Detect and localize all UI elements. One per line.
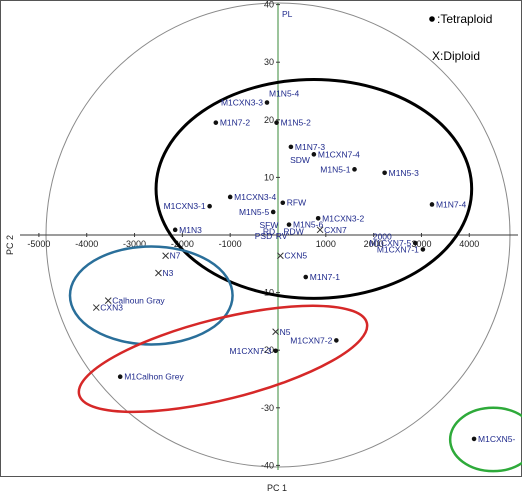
point-label: M1CXN3-4 bbox=[234, 192, 276, 202]
tetraploid-point bbox=[274, 120, 279, 125]
x-tick-label: 4000 bbox=[459, 239, 479, 249]
point-label: M1N7-4 bbox=[436, 199, 467, 209]
m1cxn5-cluster-ellipse bbox=[448, 406, 522, 473]
tetraploid-point bbox=[117, 374, 123, 379]
point-label: RV bbox=[276, 231, 288, 241]
tetraploid-point bbox=[303, 274, 309, 280]
point-label: M1N5-1 bbox=[320, 164, 351, 174]
point-label: M1N7-1 bbox=[310, 272, 341, 282]
point-label: M1CXN7-3 bbox=[230, 346, 272, 356]
point-label: M1N5-5 bbox=[239, 207, 270, 217]
point-label: M1N5-3 bbox=[389, 168, 420, 178]
tetraploid-point bbox=[352, 167, 357, 172]
diploid-point bbox=[272, 328, 279, 336]
diploid-point bbox=[155, 269, 162, 277]
point-label: N7 bbox=[170, 251, 181, 261]
diploid-point bbox=[316, 226, 324, 234]
point-label: SFW bbox=[260, 220, 279, 230]
point-label: M1Calhon Grey bbox=[124, 372, 184, 382]
point-label: RD bbox=[263, 227, 275, 237]
tetraploid-point bbox=[264, 100, 270, 105]
tetraploid-cluster-ellipse bbox=[154, 77, 474, 300]
tetraploid-point bbox=[207, 203, 212, 209]
point-label: M1CXN7-5 bbox=[369, 238, 411, 248]
x-tick-label: -3000 bbox=[123, 239, 146, 249]
point-label: Calhoun Gray bbox=[112, 296, 165, 306]
tetraploid-point bbox=[315, 215, 321, 221]
x-tick-label: -2000 bbox=[171, 239, 194, 249]
point-label: M1CXN7-1 bbox=[377, 244, 419, 254]
point-label: N3 bbox=[162, 268, 173, 278]
legend-tetraploid-label: :Tetraploid bbox=[437, 12, 492, 26]
tetraploid-point bbox=[311, 152, 317, 157]
point-label: M1N7-2 bbox=[220, 118, 251, 128]
m1-calhoun-cluster-ellipse bbox=[77, 304, 369, 414]
tetraploid-point bbox=[286, 222, 292, 227]
y-tick-label: 10 bbox=[264, 172, 274, 182]
x-axis-title: PC 1 bbox=[267, 483, 287, 493]
tetraploid-point bbox=[213, 120, 219, 125]
point-label: RDW bbox=[283, 227, 303, 237]
tetraploid-point bbox=[288, 144, 294, 150]
y-tick-label: 40 bbox=[264, 0, 274, 10]
legend-diploid-label: X:Diploid bbox=[432, 49, 480, 63]
y-tick-label: -20 bbox=[261, 345, 274, 355]
loading-axis-label: PL bbox=[282, 9, 293, 19]
tetraploid-point bbox=[227, 194, 233, 200]
tetraploid-point bbox=[273, 348, 278, 354]
point-label: N5 bbox=[280, 327, 291, 337]
x-tick-label: -1000 bbox=[219, 239, 242, 249]
tetraploid-point bbox=[471, 436, 477, 442]
tetraploid-point bbox=[420, 247, 426, 252]
point-label: M1N5-4 bbox=[269, 89, 300, 99]
point-label: M1N7-3 bbox=[295, 142, 326, 152]
x-tick-label: 3000 bbox=[411, 239, 431, 249]
tetraploid-point bbox=[382, 170, 387, 176]
x-tick-label: 1000 bbox=[316, 239, 336, 249]
point-label: M1CXN5- bbox=[478, 434, 515, 444]
x-tick-label: -5000 bbox=[27, 239, 50, 249]
y-tick-label: 30 bbox=[264, 57, 274, 67]
tetraploid-point bbox=[334, 338, 339, 343]
point-label: M1N3 bbox=[179, 225, 202, 235]
tetraploid-point bbox=[429, 202, 435, 207]
diploid-point bbox=[162, 252, 169, 260]
tetraploid-point bbox=[172, 227, 178, 233]
point-label: M1N5-2 bbox=[281, 118, 312, 128]
diploid-point bbox=[277, 252, 284, 260]
point-label: CXN7 bbox=[324, 225, 347, 235]
y-axis-title: PC 2 bbox=[5, 235, 15, 255]
legend-dot-icon bbox=[429, 16, 435, 22]
x-tick-label: 2000 bbox=[364, 239, 384, 249]
tetraploid-point bbox=[412, 240, 418, 246]
point-label: M1CXN7-2 bbox=[290, 335, 332, 345]
y-tick-label: -40 bbox=[261, 460, 274, 470]
point-label: M1CXN3-1 bbox=[164, 201, 206, 211]
tetraploid-point bbox=[280, 200, 286, 206]
tetraploid-point bbox=[270, 209, 276, 215]
point-label: CXN5 bbox=[284, 251, 307, 261]
y-tick-label: 20 bbox=[264, 115, 274, 125]
point-label: PSD bbox=[255, 231, 272, 241]
y-tick-label: -30 bbox=[261, 403, 274, 413]
point-label: SDW bbox=[290, 155, 310, 165]
diploid-point bbox=[92, 304, 100, 311]
point-label: 2000 bbox=[373, 232, 392, 242]
point-label: M1CXN7-4 bbox=[318, 149, 360, 159]
x-tick-label: -4000 bbox=[75, 239, 98, 249]
diploid-cluster-ellipse bbox=[68, 245, 234, 346]
diploid-point bbox=[104, 297, 112, 305]
point-label: M1CXN3-3 bbox=[221, 98, 263, 108]
point-label: M1N5-6 bbox=[293, 220, 324, 230]
point-label: CXN3 bbox=[100, 303, 123, 313]
point-label: RFW bbox=[287, 198, 306, 208]
point-label: M1CXN3-2 bbox=[322, 213, 364, 223]
